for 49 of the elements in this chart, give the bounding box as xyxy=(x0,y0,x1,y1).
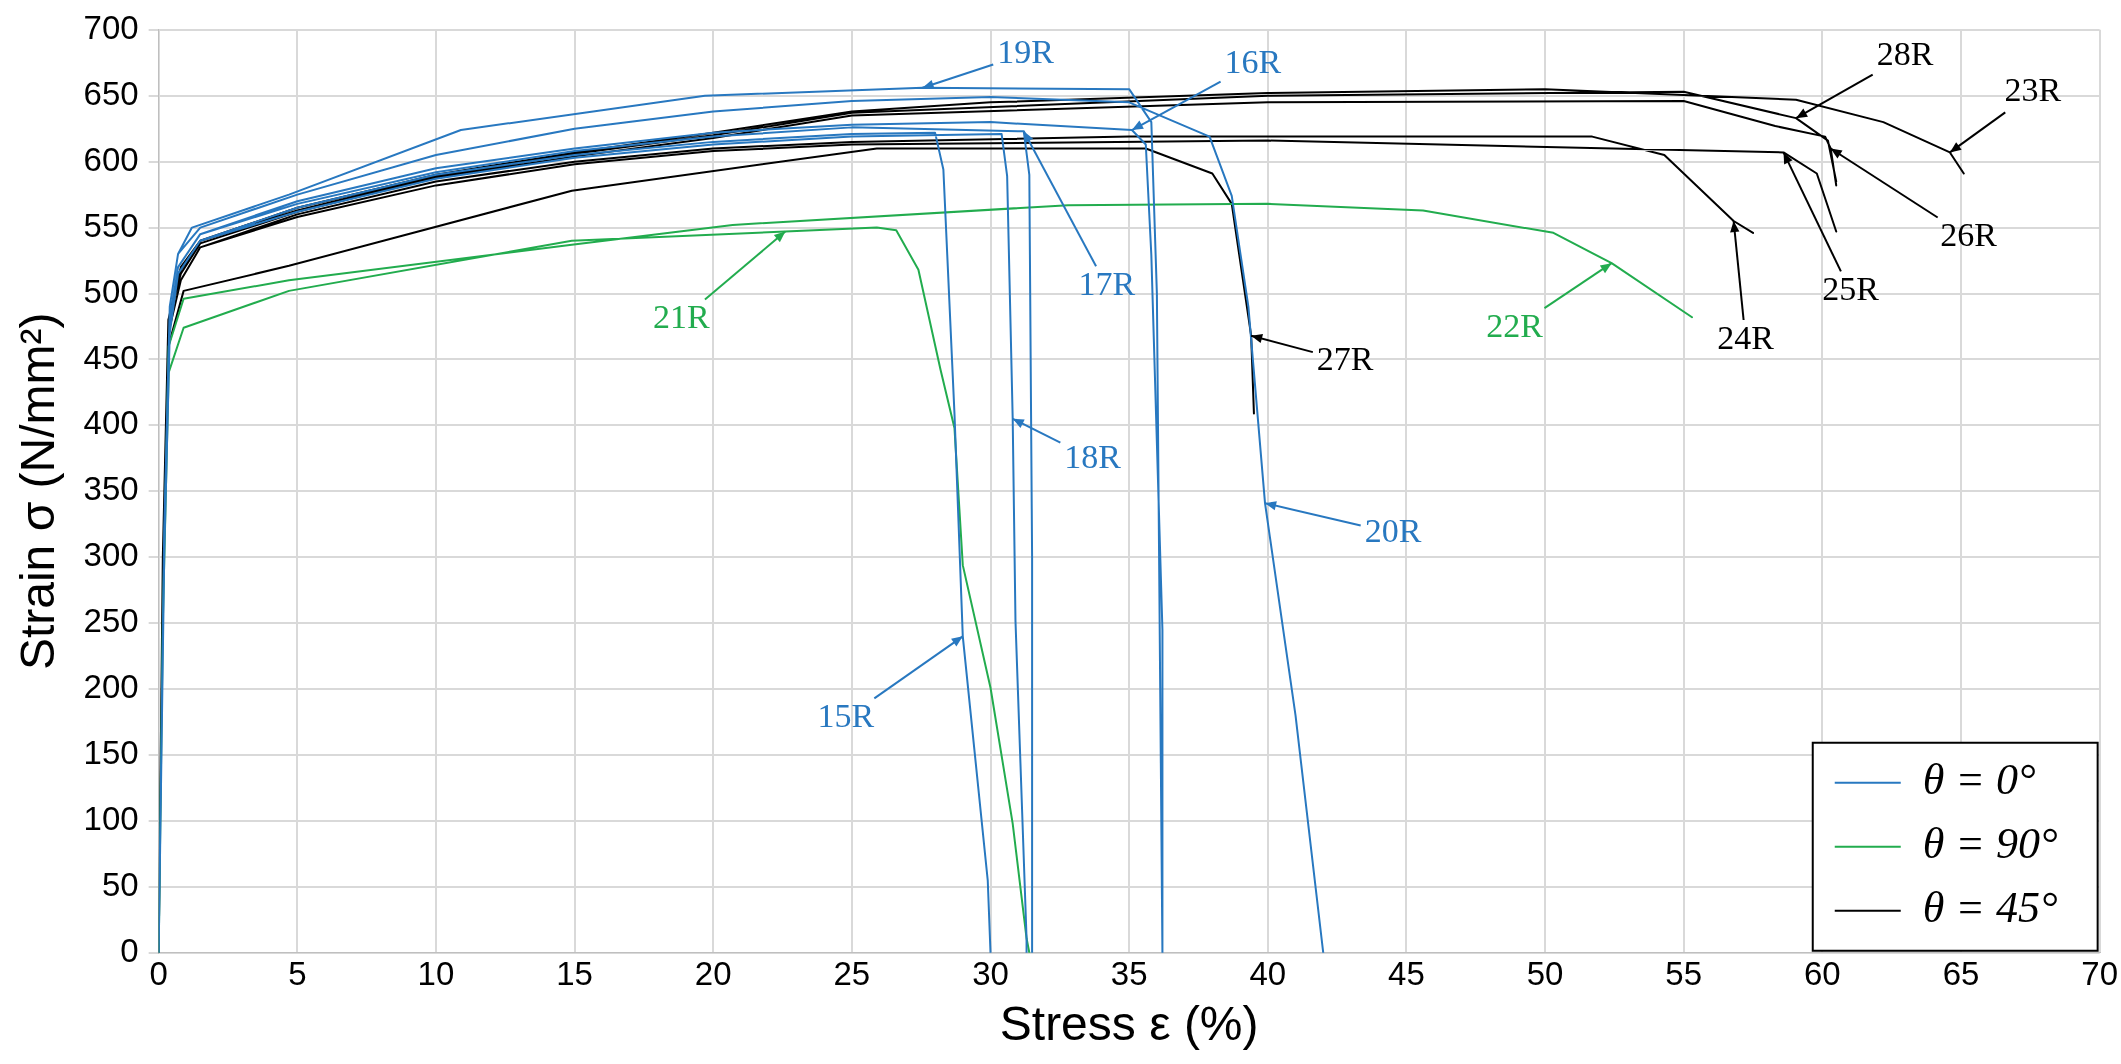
x-tick-label: 40 xyxy=(1249,954,1287,992)
x-tick-label: 45 xyxy=(1388,954,1425,992)
y-tick-label: 300 xyxy=(83,536,139,574)
x-tick-label: 70 xyxy=(2081,954,2119,992)
y-tick-label: 250 xyxy=(83,602,139,640)
y-tick-label: 100 xyxy=(83,800,139,838)
y-tick-label: 400 xyxy=(83,404,139,442)
x-tick-label: 60 xyxy=(1804,954,1841,992)
y-tick-label: 50 xyxy=(101,865,139,903)
y-tick-label: 200 xyxy=(83,668,139,706)
x-tick-label: 10 xyxy=(417,954,455,992)
annotation: 16R xyxy=(1224,42,1282,80)
x-tick-label: 20 xyxy=(694,954,732,992)
annotation: 25R xyxy=(1822,270,1880,308)
y-tick-label: 600 xyxy=(83,140,139,178)
legend-label: θ = 45° xyxy=(1922,883,2058,933)
x-tick-label: 35 xyxy=(1110,954,1148,992)
annotation: 27R xyxy=(1316,339,1374,377)
y-tick-label: 150 xyxy=(83,734,139,772)
y-tick-label: 500 xyxy=(83,272,139,310)
x-tick-label: 65 xyxy=(1942,954,1980,992)
x-tick-label: 55 xyxy=(1665,954,1703,992)
x-axis-title: Stress ε (%) xyxy=(999,997,1259,1051)
legend-label: θ = 90° xyxy=(1922,819,2058,869)
y-tick-label: 700 xyxy=(83,8,139,46)
annotation: 26R xyxy=(1940,216,1998,254)
annotation: 18R xyxy=(1064,437,1122,475)
x-tick-label: 5 xyxy=(288,954,307,992)
y-tick-label: 550 xyxy=(83,206,139,244)
annotation: 28R xyxy=(1876,35,1934,73)
annotation: 17R xyxy=(1078,265,1136,303)
annotation: 22R xyxy=(1486,307,1544,345)
annotation: 21R xyxy=(652,298,710,336)
x-tick-label: 0 xyxy=(149,954,168,992)
y-tick-label: 350 xyxy=(83,470,139,508)
annotation: 24R xyxy=(1717,318,1775,356)
annotation: 20R xyxy=(1364,512,1422,550)
annotation: 15R xyxy=(817,697,875,735)
y-axis-title: Strain σ (N/mm²) xyxy=(11,312,65,671)
x-tick-label: 30 xyxy=(972,954,1009,992)
y-tick-label: 0 xyxy=(120,931,139,969)
annotation: 19R xyxy=(997,32,1055,70)
y-tick-label: 650 xyxy=(83,74,139,112)
x-tick-label: 15 xyxy=(556,954,593,992)
legend-label: θ = 0° xyxy=(1922,755,2036,805)
annotation: 23R xyxy=(2004,71,2062,109)
y-tick-label: 450 xyxy=(83,338,139,376)
x-tick-label: 25 xyxy=(833,954,871,992)
x-tick-label: 50 xyxy=(1526,954,1564,992)
